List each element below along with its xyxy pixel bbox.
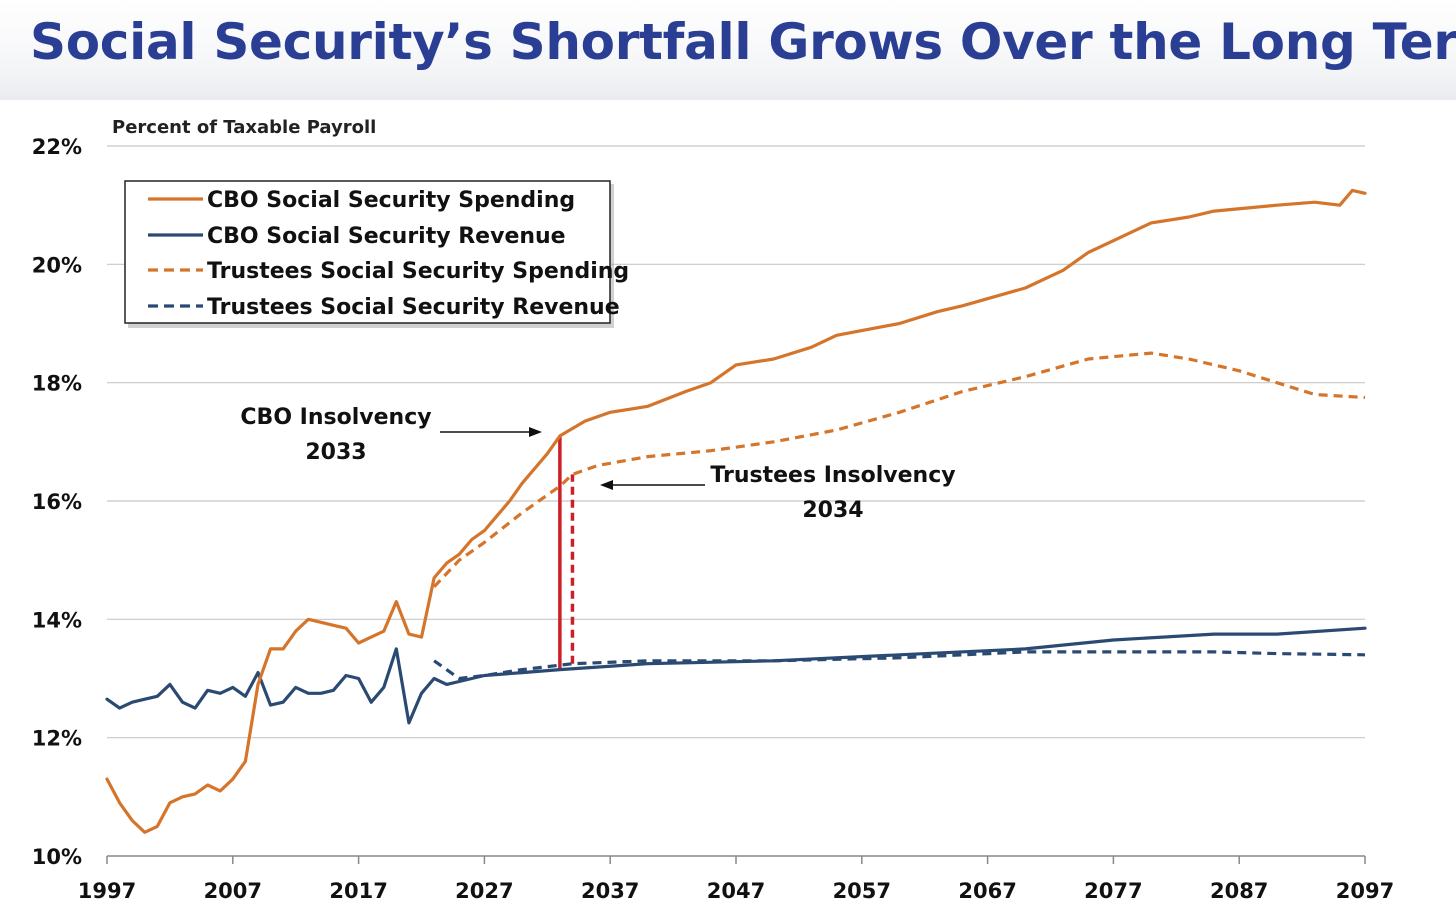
x-tick-label: 1997 xyxy=(78,879,136,903)
legend-label-cbo-spending: CBO Social Security Spending xyxy=(207,188,575,213)
legend: CBO Social Security Spending CBO Social … xyxy=(124,180,629,328)
y-tick-label: 10% xyxy=(32,845,82,869)
y-tick-label: 14% xyxy=(32,608,82,632)
axes xyxy=(106,855,1366,864)
y-tick-labels: 10% 12% 14% 16% 18% 20% 22% xyxy=(32,135,82,869)
title-band xyxy=(0,0,1456,100)
x-tick-label: 2007 xyxy=(204,879,262,903)
x-tick-label: 2077 xyxy=(1084,879,1142,903)
legend-label-cbo-revenue: CBO Social Security Revenue xyxy=(207,224,566,249)
annotation-cbo-insolvency: CBO Insolvency 2033 xyxy=(240,405,542,465)
x-tick-label: 2087 xyxy=(1210,879,1268,903)
legend-box xyxy=(124,180,611,324)
y-tick-label: 20% xyxy=(32,253,82,277)
y-axis-label: Percent of Taxable Payroll xyxy=(112,117,376,138)
cbo-insolvency-year: 2033 xyxy=(305,440,366,465)
annotation-trustees-insolvency: Trustees Insolvency 2034 xyxy=(600,463,956,523)
trustees-insolvency-year: 2034 xyxy=(802,498,863,523)
legend-label-trustees-revenue: Trustees Social Security Revenue xyxy=(207,295,620,320)
x-tick-label: 2027 xyxy=(455,879,513,903)
trustees-insolvency-arrow-head xyxy=(600,480,613,490)
trustees-insolvency-label: Trustees Insolvency xyxy=(710,463,955,488)
series-lines xyxy=(105,188,1367,834)
series-line-trustees-social-security-spending xyxy=(432,351,1366,588)
y-tick-label: 18% xyxy=(32,372,82,396)
x-tick-label: 2067 xyxy=(958,879,1016,903)
insolvency-markers xyxy=(558,435,575,670)
y-tick-label: 16% xyxy=(32,490,82,514)
legend-label-trustees-spending: Trustees Social Security Spending xyxy=(207,259,629,284)
series-line-cbo-social-security-spending xyxy=(105,188,1367,834)
series-line-cbo-social-security-revenue xyxy=(105,626,1367,725)
x-tick-label: 2047 xyxy=(707,879,765,903)
x-tick-label: 2017 xyxy=(329,879,387,903)
cbo-insolvency-label: CBO Insolvency xyxy=(240,405,431,430)
y-tick-label: 12% xyxy=(32,727,82,751)
x-tick-label: 2097 xyxy=(1336,879,1394,903)
x-tick-labels: 1997 2007 2017 2027 2037 2047 2057 2067 2077 2087… xyxy=(78,879,1394,903)
cbo-insolvency-arrow-head xyxy=(529,427,542,437)
x-tick-label: 2037 xyxy=(581,879,639,903)
page-title: Social Security’s Shortfall Grows Over t… xyxy=(30,13,1456,71)
y-tick-label: 22% xyxy=(32,135,82,159)
x-tick-label: 2057 xyxy=(833,879,891,903)
